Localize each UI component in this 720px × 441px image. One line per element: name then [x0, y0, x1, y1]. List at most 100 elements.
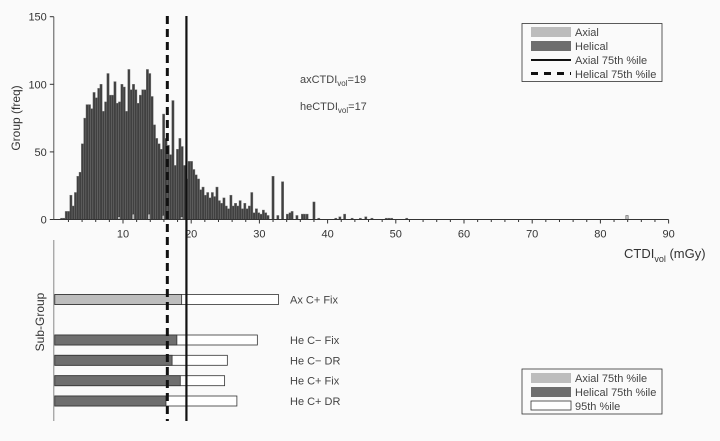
histogram-bar-helical: [229, 194, 233, 220]
legend-axial: Axial: [575, 27, 599, 39]
histogram-bar-helical: [222, 197, 226, 220]
annotation-axial-prefix: axCTDI: [300, 74, 337, 86]
histogram-bar-axial: [625, 215, 629, 220]
histogram-bar-helical: [190, 161, 193, 220]
histogram-bar-helical: [166, 144, 170, 220]
histogram-bar-helical: [127, 69, 131, 220]
histogram-bar-helical: [108, 94, 112, 220]
histogram-bar-helical: [92, 92, 96, 220]
x-axis-label-main: CTDI: [624, 246, 654, 261]
bar-75th-2: [54, 334, 178, 346]
histogram-bar-helical: [180, 146, 184, 220]
legend-helical-75th: Helical 75th %ile: [575, 387, 656, 399]
histogram-bar-helical: [97, 88, 101, 220]
histogram-bar-helical: [148, 73, 152, 220]
histogram-bar-helical: [255, 208, 258, 220]
histogram-bar-axial: [161, 215, 165, 220]
histogram-bar-helical: [215, 186, 219, 220]
histogram-bar-helical: [176, 148, 179, 220]
histogram-bar-helical: [305, 213, 309, 220]
histogram-bar-helical: [192, 169, 196, 220]
annotation-helical-prefix: heCTDI: [300, 101, 338, 113]
legend-helical-75: Helical 75th %ile: [575, 69, 656, 81]
x-axis-label: CTDIvol (mGy): [624, 246, 706, 264]
histogram-bar-helical: [343, 213, 347, 220]
histogram-bar-helical: [104, 101, 108, 220]
histogram-bar-helical: [113, 81, 117, 220]
y-tick-label: 100: [28, 79, 46, 91]
x-tick-label: 60: [458, 229, 470, 241]
histogram-bar-helical: [271, 176, 275, 220]
histogram-bar-helical: [227, 208, 230, 220]
histogram-bar-axial: [147, 213, 151, 220]
histogram-bar-helical: [83, 117, 87, 220]
histogram-bar-helical: [210, 192, 214, 220]
legend-helical75-swatch: [531, 387, 571, 397]
bar-75th-3: [54, 354, 173, 366]
histogram-bar-helical: [122, 86, 126, 220]
histogram-bar-helical: [286, 213, 289, 220]
histogram-bar-helical: [231, 205, 235, 220]
histogram-bar-helical: [95, 97, 98, 220]
histogram-bar-helical: [264, 212, 268, 220]
histogram-bar-helical: [241, 208, 244, 220]
y-tick-label: 150: [28, 12, 46, 24]
histogram-bar-helical: [106, 73, 110, 220]
histogram-bar-helical: [139, 94, 142, 220]
x-tick-label: 20: [185, 229, 197, 241]
histogram-bar-helical: [74, 192, 77, 220]
histogram-bar-helical: [76, 176, 80, 220]
histogram-bar-helical: [173, 165, 177, 220]
sub-group-label: Ax C+ Fix: [290, 295, 338, 307]
histogram-bar-helical: [224, 205, 228, 220]
histogram-bar-helical: [153, 124, 156, 220]
histogram-bar-helical: [155, 138, 159, 220]
histogram-bar-helical: [143, 89, 147, 220]
legend-helical: Helical: [575, 41, 608, 53]
y-axis-label: Group (freq): [9, 85, 23, 150]
histogram-bar-helical: [157, 143, 161, 220]
y-tick-label: 0: [41, 215, 47, 227]
histogram-bar-helical: [99, 84, 103, 220]
histogram-bar-helical: [236, 205, 240, 220]
legend-bottom: Axial 75th %ile Helical 75th %ile 95th %…: [521, 368, 663, 415]
histogram-bar-helical: [69, 194, 73, 220]
sub-group-label: He C+ Fix: [290, 376, 340, 388]
histogram-bar-helical: [266, 215, 270, 220]
histogram-bar-helical: [250, 192, 254, 220]
x-tick-label: 30: [253, 229, 265, 241]
histogram-bar-helical: [248, 205, 251, 220]
histogram-bar-helical: [81, 143, 84, 220]
histogram-bar-helical: [85, 104, 89, 220]
histogram-bar-helical: [111, 94, 114, 220]
histogram-bar-helical: [204, 194, 207, 220]
histogram-bar-helical: [295, 215, 299, 220]
legend-axial-75th: Axial 75th %ile: [575, 373, 647, 385]
histogram-bar-helical: [178, 138, 182, 220]
sub-group-label: He C− Fix: [290, 335, 340, 347]
histogram-bar-helical: [238, 200, 242, 220]
bar-75th-0: [54, 294, 183, 305]
annotation-helical-sub: vol: [338, 106, 348, 115]
x-tick-label: 40: [321, 229, 333, 241]
sub-group-label: He C− DR: [290, 355, 340, 367]
histogram-bar-helical: [146, 69, 149, 220]
annotation-helical: heCTDIvol=17: [300, 101, 367, 115]
histogram-bar-helical: [199, 189, 203, 220]
histogram-bar-helical: [259, 213, 263, 220]
histogram-bar-axial: [131, 213, 135, 220]
y-tick-label: 50: [35, 147, 47, 159]
histogram-bar-helical: [88, 104, 91, 220]
legend-helical-swatch: [531, 41, 571, 51]
histogram-bar-helical: [136, 103, 140, 220]
histogram-bar-helical: [276, 215, 280, 220]
subgroup-bars: Ax C+ Fix He C− Fix He C− DR He C+ Fix He C+…: [53, 240, 340, 421]
x-tick-label: 50: [390, 229, 402, 241]
bar-75th-4: [54, 375, 181, 387]
histogram-bar-helical: [64, 211, 68, 220]
legend-95th: 95th %ile: [575, 401, 620, 413]
reference-lines: [165, 16, 188, 421]
legend-axial-75: Axial 75th %ile: [575, 55, 647, 67]
annotation-axial-suffix: =19: [348, 74, 367, 86]
x-tick-label: 90: [662, 229, 674, 241]
